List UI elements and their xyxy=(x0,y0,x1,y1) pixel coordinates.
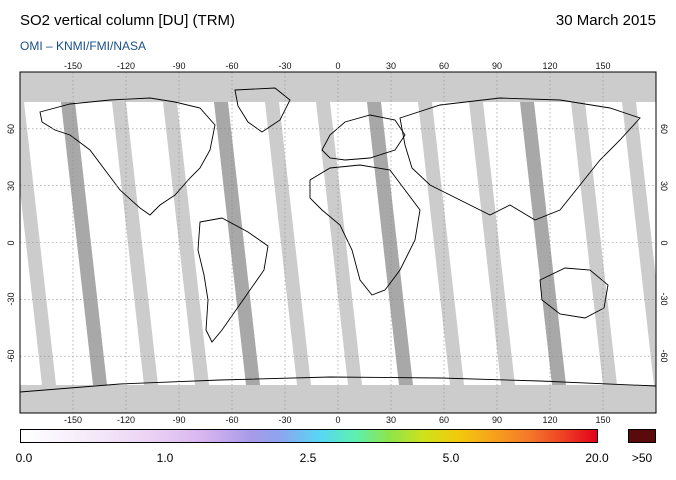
orbit-gap-swath xyxy=(61,102,107,385)
colorbar-overflow-box xyxy=(628,429,656,443)
right-tick-label: -60 xyxy=(659,349,669,363)
colorbar-label-0: 0.0 xyxy=(15,451,33,465)
top-tick-label: 60 xyxy=(438,61,450,71)
colorbar xyxy=(20,429,598,443)
bottom-tick-label: -150 xyxy=(63,415,83,425)
bottom-tick-label: 60 xyxy=(438,415,450,425)
bottom-tick-label: 0 xyxy=(335,415,341,425)
left-tick-label: -30 xyxy=(6,292,16,306)
orbit-gap-swath xyxy=(622,102,656,385)
asia xyxy=(399,97,641,221)
orbit-gap-swath xyxy=(418,102,464,385)
coastlines xyxy=(20,87,656,393)
bottom-tick-label: 90 xyxy=(491,415,503,425)
europe xyxy=(321,114,406,161)
australia xyxy=(539,267,609,319)
map-title: SO2 vertical column [DU] (TRM) xyxy=(20,12,236,29)
left-tick-label: 30 xyxy=(6,180,16,191)
orbit-gap-swath xyxy=(163,102,209,385)
bottom-tick-label: -60 xyxy=(225,415,239,425)
orbit-gap-swath xyxy=(316,102,362,385)
bottom-tick-label: 30 xyxy=(385,415,397,425)
right-tick-label: 30 xyxy=(659,180,669,191)
top-tick-label: -90 xyxy=(172,61,186,71)
graticule xyxy=(20,72,656,413)
orbit-gap-swath xyxy=(571,102,617,385)
right-tick-label: -30 xyxy=(659,292,669,306)
top-tick-label: 90 xyxy=(491,61,503,71)
left-tick-label: 0 xyxy=(6,239,16,246)
colorbar-label-1: 1.0 xyxy=(156,451,174,465)
map-date: 30 March 2015 xyxy=(555,12,656,29)
map-border xyxy=(19,71,657,414)
orbit-gap-swath xyxy=(469,102,515,385)
top-tick-label: 0 xyxy=(335,61,341,71)
orbit-gaps xyxy=(20,102,656,385)
top-tick-label: 30 xyxy=(385,61,397,71)
orbit-gap-swath xyxy=(214,102,260,385)
orbit-gap-swath xyxy=(112,102,158,385)
top-tick-label: 120 xyxy=(542,61,558,71)
north-america xyxy=(39,97,216,216)
top-tick-label: -150 xyxy=(63,61,83,71)
top-tick-label: -30 xyxy=(278,61,292,71)
bottom-tick-label: -30 xyxy=(278,415,292,425)
bottom-tick-label: 150 xyxy=(595,415,611,425)
orbit-gap-swath xyxy=(520,102,566,385)
bottom-tick-label: -120 xyxy=(116,415,136,425)
orbit-gap-swath xyxy=(265,102,311,385)
top-tick-label: -120 xyxy=(116,61,136,71)
colorbar-label-4: 20.0 xyxy=(585,451,609,465)
top-tick-label: 150 xyxy=(595,61,611,71)
antarctica xyxy=(20,376,656,393)
colorbar-label-3: 5.0 xyxy=(442,451,460,465)
right-tick-label: 60 xyxy=(659,123,669,134)
south-america xyxy=(197,217,269,343)
bottom-tick-label: -90 xyxy=(172,415,186,425)
orbit-gap-swath xyxy=(367,102,413,385)
colorbar-label-2: 2.5 xyxy=(299,451,317,465)
bottom-tick-label: 120 xyxy=(542,415,558,425)
left-tick-label: -60 xyxy=(6,349,16,363)
left-tick-label: 60 xyxy=(6,123,16,134)
orbit-gap-swath xyxy=(20,102,56,385)
colorbar-label-overflow: >50 xyxy=(631,451,653,465)
top-tick-label: -60 xyxy=(225,61,239,71)
greenland xyxy=(234,87,291,133)
africa xyxy=(309,164,421,296)
credit-line: OMI – KNMI/FMI/NASA xyxy=(20,39,147,53)
right-tick-label: 0 xyxy=(659,239,669,246)
